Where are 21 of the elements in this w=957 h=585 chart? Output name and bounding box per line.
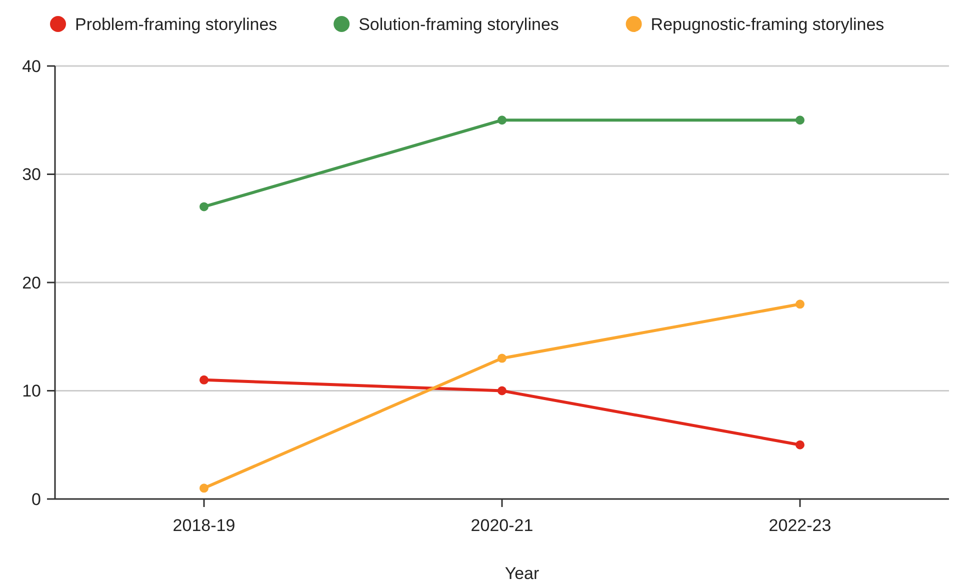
y-tick-label: 0	[32, 490, 41, 509]
point	[796, 440, 804, 450]
point	[498, 354, 506, 363]
legend-label: Problem-framing storylines	[75, 15, 278, 34]
point	[498, 386, 506, 396]
point	[200, 202, 208, 212]
x-axis-title: Year	[504, 564, 540, 583]
x-tick-label: 2020-21	[470, 516, 534, 535]
point	[796, 116, 804, 125]
point	[200, 484, 208, 493]
point	[796, 300, 804, 309]
x-tick-label: 2018-19	[172, 516, 236, 535]
point	[498, 116, 506, 125]
legend-label: Repugnostic-framing storylines	[650, 15, 884, 34]
y-tick-label: 20	[22, 273, 41, 292]
y-tick-label: 30	[22, 165, 41, 184]
y-tick-label: 10	[22, 382, 41, 401]
point	[200, 375, 208, 384]
x-tick-label: 2022-23	[768, 516, 832, 535]
legend-label: Solution-framing storylines	[358, 15, 559, 34]
y-tick-label: 40	[22, 56, 41, 76]
